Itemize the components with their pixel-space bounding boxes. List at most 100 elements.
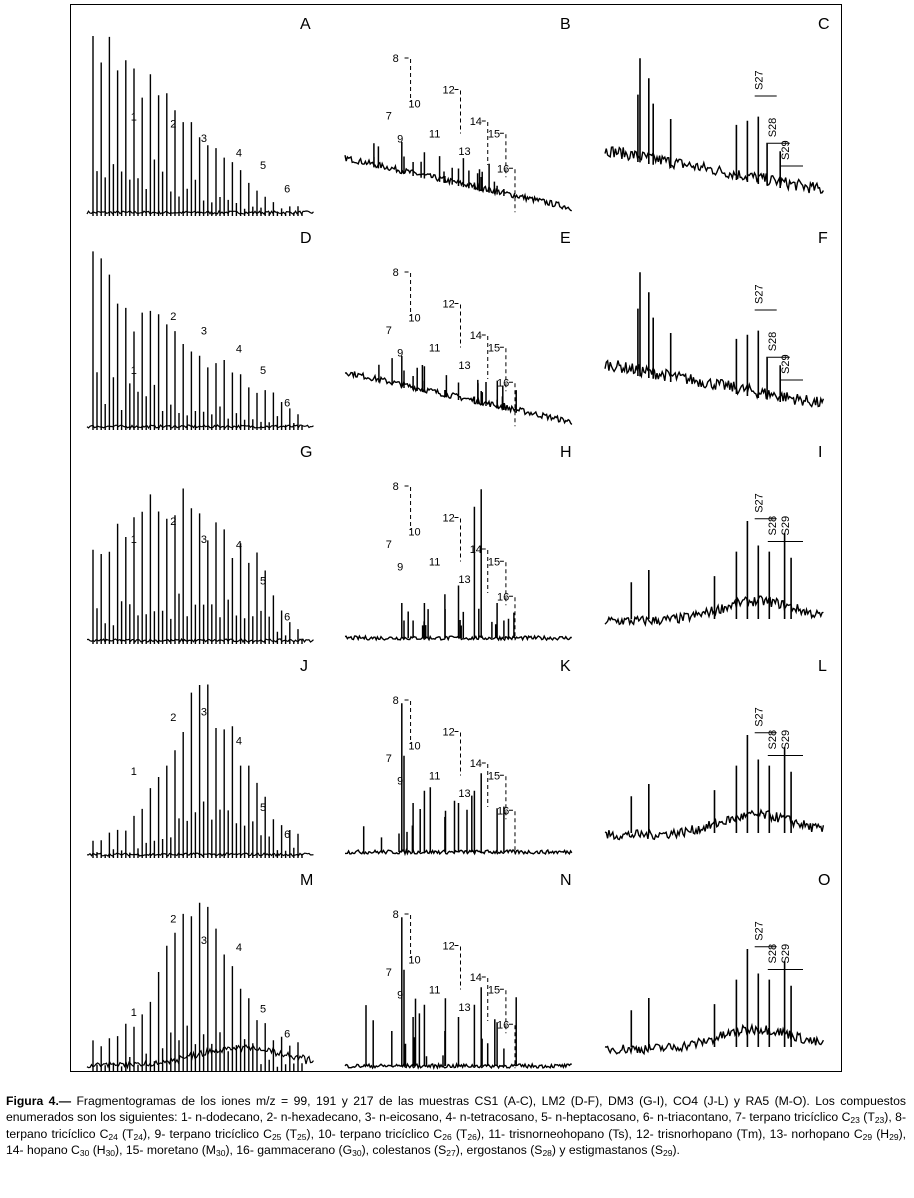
leader-line [454, 89, 461, 134]
chromatogram-peaks [92, 36, 303, 216]
peak-label: 14 [470, 116, 482, 128]
peak-label: 13 [458, 574, 470, 586]
leader-line [454, 303, 461, 348]
peak-label: 3 [201, 325, 207, 337]
fragmentogram-grid: A123456B78910111213141516CS27S28S29D1234… [86, 16, 830, 1072]
peak-label: 10 [408, 527, 420, 539]
leader-line [499, 132, 507, 178]
peak-label: 11 [429, 342, 440, 354]
leader-line [499, 346, 507, 392]
peak-label: 9 [397, 990, 403, 1002]
panel-k: K 7 8 9 10 11 12 13 14 15 16 [345, 658, 573, 857]
peak-label: 16 [497, 591, 509, 603]
peak-label: 3 [201, 707, 207, 719]
peak-label: 5 [260, 802, 266, 814]
panel-letter: E [560, 230, 571, 247]
peak-label: 1 [131, 534, 137, 546]
peak-label: 12 [443, 85, 455, 97]
leader-line [499, 774, 507, 820]
peak-label: 11 [429, 128, 440, 140]
sterane-label: S28 [767, 944, 779, 964]
peak-label: 4 [236, 942, 242, 954]
peak-label: 4 [236, 343, 242, 355]
leader-line [454, 945, 461, 990]
peak-label: 15 [488, 770, 500, 782]
sterane-label: S28 [767, 730, 779, 750]
peak-label: 5 [260, 365, 266, 377]
caption-text: Fragmentogramas de los iones m/z = 99, 1… [6, 1094, 907, 1159]
peak-label: 10 [408, 313, 420, 325]
sterane-label: S28 [767, 516, 779, 536]
peak-label: 16 [497, 377, 509, 389]
peak-label: 16 [497, 163, 509, 175]
leader-line [508, 381, 516, 427]
peak-label: 8 [393, 53, 399, 65]
sterane-label: S29 [780, 516, 792, 536]
panel-letter: G [300, 444, 312, 461]
peak-label: 15 [488, 556, 500, 568]
chromatogram-peaks [92, 684, 303, 858]
peak-label: 12 [443, 941, 455, 953]
peak-label: 12 [443, 299, 455, 311]
leader-line [454, 731, 461, 776]
panel-letter: N [560, 872, 572, 889]
chromatogram-peaks [92, 488, 303, 644]
chromatogram-peaks [92, 251, 303, 430]
peak-label: 10 [408, 955, 420, 967]
leader-line [508, 1023, 516, 1069]
peak-label: 9 [397, 562, 403, 574]
peak-label: 1 [131, 766, 137, 778]
panel-letter: J [300, 658, 308, 675]
panel-letter: C [818, 16, 830, 33]
peak-label: 7 [386, 111, 392, 123]
peak-label: 5 [260, 575, 266, 587]
sterane-label: S27 [754, 284, 766, 304]
peak-label: 14 [470, 330, 482, 342]
panel-d: D 1 2 3 4 5 6 [86, 230, 314, 430]
sterane-label: S28 [767, 332, 779, 352]
leader-line [454, 517, 461, 562]
chromatogram-peaks [378, 356, 517, 413]
leader-line [404, 913, 412, 958]
peak-label: 14 [470, 544, 482, 556]
peak-label: 7 [386, 325, 392, 337]
peak-label: 15 [488, 342, 500, 354]
peak-label: 5 [260, 1003, 266, 1015]
peak-label: 5 [260, 160, 266, 172]
peak-label: 15 [488, 128, 500, 140]
peak-label: 15 [488, 984, 500, 996]
panel-letter: M [300, 872, 313, 889]
peak-label: 6 [284, 183, 290, 195]
leader-line [508, 809, 516, 855]
figure-caption: Figura 4.— Fragmentogramas de los iones … [6, 1093, 906, 1159]
chromatogram-peaks [373, 142, 505, 196]
peak-label: 1 [131, 111, 137, 123]
peak-label: 7 [386, 539, 392, 551]
peak-label: 12 [443, 727, 455, 739]
peak-label: 1 [131, 1007, 137, 1019]
peak-label: 13 [458, 360, 470, 372]
sterane-label: S29 [780, 140, 792, 160]
peak-label: 13 [458, 146, 470, 158]
chromatogram-trace [604, 359, 825, 408]
leader-line [508, 595, 516, 641]
leader-line [404, 271, 412, 316]
chromatogram-peaks [362, 703, 505, 852]
panel-b: B 7 8 9 10 11 12 13 14 15 16 [344, 16, 572, 213]
panel-letter: A [300, 16, 311, 33]
peak-label: 11 [429, 770, 440, 782]
panel-g: G 1 2 3 4 5 6 [86, 444, 314, 644]
peak-label: 16 [497, 1019, 509, 1031]
peak-label: 12 [443, 513, 455, 525]
leader-line [499, 988, 507, 1034]
peak-label: 2 [170, 913, 176, 925]
peak-label: 2 [170, 311, 176, 323]
sterane-label: S29 [780, 354, 792, 374]
peak-label: 13 [458, 1002, 470, 1014]
peak-label: 2 [170, 119, 176, 131]
peak-label: 4 [236, 539, 242, 551]
chromatogram-peaks [630, 949, 792, 1047]
